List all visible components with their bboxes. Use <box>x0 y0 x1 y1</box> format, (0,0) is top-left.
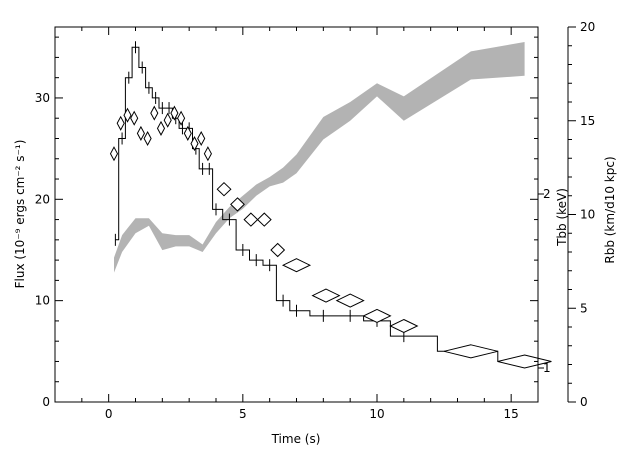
data-diamond <box>116 115 125 131</box>
flux-step-layer <box>114 41 533 368</box>
data-diamond <box>270 242 286 258</box>
temperature-band <box>114 42 525 273</box>
y-tick-label: 20 <box>35 192 50 206</box>
r-tick-label: 5 <box>580 301 588 315</box>
data-diamond <box>216 182 232 197</box>
data-diamond <box>362 308 392 323</box>
x-tick-label: 5 <box>239 407 247 421</box>
data-diamond <box>156 120 166 136</box>
data-diamond <box>130 110 139 126</box>
data-diamond <box>190 136 199 152</box>
data-diamond <box>197 130 206 147</box>
data-diamond <box>136 125 145 141</box>
t-tick-label: 2 <box>543 187 551 201</box>
r-tick-label: 20 <box>580 20 595 34</box>
y-tick-label: 30 <box>35 91 50 105</box>
x-tick-label: 15 <box>504 407 519 421</box>
data-diamond <box>143 130 152 147</box>
data-diamond <box>281 258 312 273</box>
r-tick-label: 15 <box>580 114 595 128</box>
x-ticks: 0 5 10 15 <box>54 27 539 421</box>
t-tick-label: 1 <box>543 361 551 375</box>
data-diamond <box>335 293 365 308</box>
data-diamond <box>109 146 119 162</box>
y-ticks: 0 10 20 30 <box>35 36 538 409</box>
r-tick-label: 10 <box>580 208 595 222</box>
data-diamond <box>150 105 159 121</box>
data-diamond <box>177 110 186 126</box>
data-diamond <box>123 107 132 123</box>
data-diamond <box>389 318 419 334</box>
r-tick-label: 0 <box>580 395 588 409</box>
data-diamond <box>243 212 259 227</box>
t-axis-title: Tbb (keV) <box>555 188 569 247</box>
y-tick-label: 0 <box>42 395 50 409</box>
r-axis-title: Rbb (km/d10 kpc) <box>603 156 617 263</box>
data-diamond <box>311 288 341 303</box>
y-tick-label: 10 <box>35 294 50 308</box>
x-tick-label: 10 <box>369 407 384 421</box>
right-axis: 0 5 10 15 20 1 2 <box>538 20 595 409</box>
data-diamond <box>170 105 179 121</box>
flux-step-line <box>115 46 533 362</box>
data-diamond <box>230 197 245 212</box>
data-diamond <box>443 344 498 359</box>
diamond-layer <box>109 105 552 369</box>
data-diamond <box>256 212 272 227</box>
y-axis-title: Flux (10⁻⁹ ergs cm⁻² s⁻¹) <box>13 140 27 289</box>
data-diamond <box>203 146 212 162</box>
temperature-band-layer <box>114 42 525 273</box>
x-tick-label: 0 <box>105 407 113 421</box>
x-axis-title: Time (s) <box>271 432 321 446</box>
data-diamond <box>183 125 192 141</box>
data-diamond <box>163 112 172 128</box>
